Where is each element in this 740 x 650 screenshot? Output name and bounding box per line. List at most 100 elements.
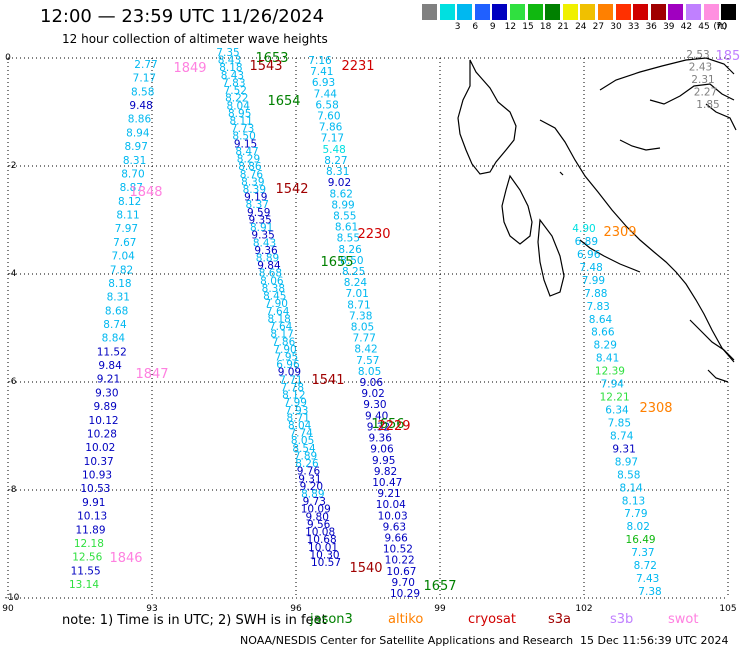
wave-height-value: 10.53 xyxy=(80,483,110,495)
wave-height-value: 8.74 xyxy=(610,430,634,442)
wave-height-value: 7.85 xyxy=(608,417,631,429)
wave-height-value: 7.73 xyxy=(231,123,254,135)
wave-height-value: 6.58 xyxy=(315,99,338,111)
wave-height-value: 10.09 xyxy=(301,504,331,516)
wave-height-value: 9.19 xyxy=(244,192,267,204)
wave-height-value: 10.08 xyxy=(305,527,335,539)
wave-height-value: 10.68 xyxy=(307,534,337,546)
legend-label: 9 xyxy=(489,22,496,32)
wave-height-value: 9.84 xyxy=(98,360,122,372)
wave-height-value: 7.94 xyxy=(601,379,625,391)
wave-height-value: 8.18 xyxy=(267,313,290,325)
wave-height-value: 7.48 xyxy=(579,262,602,274)
wave-height-value: 7.79 xyxy=(624,508,647,520)
pass-time-label: 1653 xyxy=(255,51,288,66)
wave-height-value: 8.39 xyxy=(243,184,266,196)
wave-height-value: 11.52 xyxy=(97,346,127,358)
legend-swatch xyxy=(633,4,649,20)
wave-height-value: 10.67 xyxy=(386,566,416,578)
wave-height-value: 8.55 xyxy=(337,233,360,245)
wave-height-value: 8.72 xyxy=(634,560,657,572)
wave-height-value: 8.94 xyxy=(126,127,150,139)
legend-label: 3 xyxy=(454,22,461,32)
legend-swatch xyxy=(703,4,719,20)
legend-swatch xyxy=(562,4,578,20)
wave-height-value: 12.56 xyxy=(72,552,102,564)
wave-height-value: 8.84 xyxy=(102,333,126,345)
wave-height-value: 8.86 xyxy=(128,114,152,126)
wave-height-value: 7.67 xyxy=(113,237,136,249)
wave-height-value: 8.39 xyxy=(241,176,264,188)
wave-height-value: 8.38 xyxy=(262,283,285,295)
wave-height-value: 4.90 xyxy=(572,223,595,235)
track-1851: 2.532.432.312.271.85 xyxy=(686,49,719,111)
wave-height-value: 8.17 xyxy=(270,329,293,341)
wave-height-value: 8.54 xyxy=(292,443,316,455)
wave-height-value: 7.52 xyxy=(224,85,247,97)
wave-height-value: 9.35 xyxy=(248,214,271,226)
wave-height-value: 9.06 xyxy=(370,444,394,456)
legend-label: 18 xyxy=(539,22,552,32)
wave-height-value: 7.86 xyxy=(319,122,343,134)
wave-height-value: 7.82 xyxy=(110,264,133,276)
legend-swatch xyxy=(650,4,666,20)
legend-swatch xyxy=(721,4,737,20)
x-tick-label: 99 xyxy=(434,604,446,614)
legend-swatch xyxy=(686,4,701,20)
wave-height-value: 8.11 xyxy=(229,116,252,128)
wave-height-value: 8.62 xyxy=(330,188,353,200)
wave-height-value: 10.22 xyxy=(385,555,415,567)
wave-height-value: 2.31 xyxy=(691,74,714,86)
wave-height-value: 7.43 xyxy=(636,573,659,585)
wave-height-value: 6.96 xyxy=(276,359,300,371)
axis-tick-labels: 90 93 96 99 102 105 0 -2 -4 -6 -8 -10 xyxy=(2,53,736,614)
wave-height-value: 8.86 xyxy=(238,161,262,173)
pass-time-label: 2231 xyxy=(341,59,374,74)
wave-height-value: 8.76 xyxy=(240,169,264,181)
credit-line: NOAA/NESDIS Center for Satellite Applica… xyxy=(240,634,574,647)
wave-height-value: 8.70 xyxy=(121,168,144,180)
wave-height-value: 8.18 xyxy=(219,62,242,74)
wave-height-value: 8.97 xyxy=(615,456,638,468)
legend-label: 45 xyxy=(698,22,710,32)
footer-note: note: 1) Time is in UTC; 2) SWH is in fe… xyxy=(62,613,327,628)
track-2231: 7.167.416.937.446.587.607.867.175.488.27… xyxy=(308,55,420,600)
map-subtitle: 12 hour collection of altimeter wave hei… xyxy=(62,32,328,46)
wave-height-value: 1.85 xyxy=(696,99,719,111)
wave-height-value: 10.12 xyxy=(89,415,119,427)
wave-height-value: 8.64 xyxy=(589,314,613,326)
legend-unit: (ft) xyxy=(713,22,727,32)
x-tick-label: 102 xyxy=(575,604,592,614)
wave-height-value: 8.31 xyxy=(107,292,130,304)
wave-height-value: 8.14 xyxy=(619,482,643,494)
wave-height-value: 9.56 xyxy=(307,519,331,531)
wave-height-value: 7.60 xyxy=(317,111,340,123)
legend-label: 27 xyxy=(592,22,605,32)
satellite-legend-s3a: s3a xyxy=(548,612,572,627)
legend-swatch xyxy=(615,4,631,20)
wave-height-value: 11.89 xyxy=(75,524,105,536)
wave-height-value: 8.18 xyxy=(108,278,131,290)
wave-height-value: 9.73 xyxy=(303,496,326,508)
legend-label: 21 xyxy=(557,22,569,32)
wave-height-value: 8.66 xyxy=(591,327,615,339)
legend-swatch xyxy=(492,4,508,20)
wave-height-value: 8.58 xyxy=(617,469,640,481)
wave-height-value: 13.14 xyxy=(69,579,99,591)
wave-height-value: 2.77 xyxy=(134,59,157,71)
wave-height-value: 10.04 xyxy=(376,499,406,511)
wave-height-value: 9.21 xyxy=(377,488,400,500)
wave-height-value: 8.24 xyxy=(344,277,368,289)
wave-height-value: 7.64 xyxy=(269,321,293,333)
legend-label: 6 xyxy=(472,22,479,32)
wave-height-value: 9.15 xyxy=(234,138,257,150)
wave-height-value: 8.71 xyxy=(287,412,310,424)
wave-height-value: 8.25 xyxy=(342,266,365,278)
wave-height-value: 7.16 xyxy=(308,55,332,67)
pass-time-label: 1846 xyxy=(109,551,142,566)
wave-height-value: 9.84 xyxy=(257,260,281,272)
wave-height-value: 8.43 xyxy=(253,237,276,249)
wave-height-value: 9.06 xyxy=(360,377,384,389)
